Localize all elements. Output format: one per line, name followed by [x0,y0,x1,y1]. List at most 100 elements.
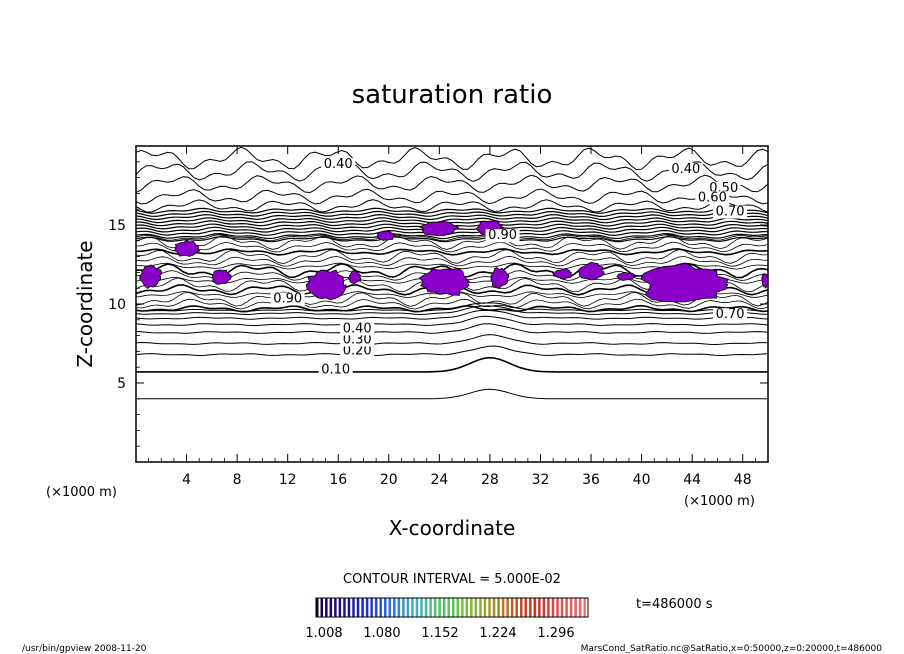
colorbar-swatch [442,598,446,617]
contour-line [136,236,768,243]
colorbar-swatch [365,598,369,617]
colorbar-swatch [384,598,387,617]
contour-line [136,174,768,194]
y-tick-label: 15 [108,218,126,234]
colorbar-swatch [465,598,469,617]
chart-title: saturation ratio [352,80,553,110]
contour-line [136,199,768,213]
contour-label-bg [340,344,375,358]
contour-line [136,229,768,237]
colorbar-swatch [488,598,491,617]
colorbar-swatch [424,598,428,617]
colorbar-swatch [501,598,505,617]
x-axis-ticks: 4 8 12 16 20 24 28 32 36 40 44 48 [148,146,756,488]
colorbar [315,597,589,618]
footer-right: MarsCond_SatRatio.nc@SatRatio,x=0:50000,… [581,644,883,654]
contour-interval-text: CONTOUR INTERVAL = 5.000E-02 [343,572,561,587]
contour-label-bg [713,205,748,219]
shaded-region [211,269,232,285]
colorbar-swatch [474,598,478,617]
contour-label: 0.70 [716,307,745,322]
contour-label-bg [321,158,356,172]
x-tick-label: 48 [734,472,752,488]
contour-line [136,323,768,334]
colorbar-swatch [483,598,487,617]
colorbar-swatch [456,598,460,617]
colorbar-swatch [347,598,351,617]
contour-label: 0.90 [488,228,517,243]
colorbar-swatch [370,598,373,617]
colorbar-swatch [524,598,528,617]
contour-line [136,146,768,171]
contour-line [136,217,768,224]
contour-line [136,334,768,346]
colorbar-tick-label: 1.008 [305,626,342,641]
contour-label: 0.40 [671,162,700,177]
colorbar-swatch [470,598,473,617]
x-tick-label: 16 [329,472,347,488]
shaded-region [490,267,510,289]
colorbar-swatch [320,598,324,617]
y-axis-label: Z-coordinate [73,240,97,367]
colorbar-swatch [479,598,482,617]
colorbar-swatch [529,598,532,617]
contour-label: 0.60 [698,190,727,205]
contour-line [136,213,768,221]
colorbar-swatch [510,598,514,617]
colorbar-swatch [560,598,564,617]
x-tick-label: 4 [182,472,191,488]
colorbar-swatch [420,598,423,617]
colorbar-swatch [556,598,559,617]
colorbar-swatch [316,598,319,617]
contour-line [136,188,768,205]
colorbar-swatch [379,598,382,617]
x-tick-label: 44 [683,472,701,488]
colorbar-swatch [343,598,346,617]
contour-label: 0.70 [716,205,745,220]
colorbar-swatch [547,598,550,617]
shaded-region [139,264,163,290]
x-tick-label: 24 [430,472,448,488]
colorbar-swatch [497,598,500,617]
contour-label-bg [668,162,703,176]
time-label: t=486000 s [636,597,713,612]
x-axis-label: X-coordinate [389,516,516,540]
contour-line [136,304,768,313]
colorbar-tick-label: 1.224 [479,626,516,641]
contour-line [136,309,768,320]
shaded-region [376,230,396,242]
contour-line [136,241,768,253]
colorbar-swatch [520,598,523,617]
colorbar-swatch [492,598,496,617]
contour-line [136,345,768,357]
shaded-region [616,272,637,281]
shaded-region [305,269,347,301]
shaded-region [174,239,201,257]
colorbar-swatch [356,598,360,617]
colorbar-swatch [406,598,410,617]
colorbar-swatch [429,598,432,617]
x-tick-label: 28 [481,472,499,488]
y-tick-label: 10 [108,297,126,313]
contour-line [136,220,768,227]
shaded-region [418,268,471,296]
contour-label-bg [485,229,520,243]
colorbar-swatch [415,598,419,617]
colorbar-swatch [515,598,518,617]
x-unit-left: (×1000 m) [46,485,117,500]
x-unit-right: (×1000 m) [684,494,755,509]
colorbar-swatch [438,598,441,617]
colorbar-swatch [388,598,392,617]
colorbar-swatch [374,598,378,617]
colorbar-swatch [329,598,333,617]
colorbar-swatch [578,598,582,617]
x-tick-label: 40 [633,472,651,488]
contour-line [136,207,768,214]
colorbar-swatch [569,598,573,617]
colorbar-swatch [338,598,342,617]
colorbar-swatch [538,598,541,617]
colorbar-swatch [433,598,437,617]
colorbar-swatch [334,598,337,617]
contour-label: 0.40 [343,321,372,336]
contour-label: 0.20 [343,344,372,359]
